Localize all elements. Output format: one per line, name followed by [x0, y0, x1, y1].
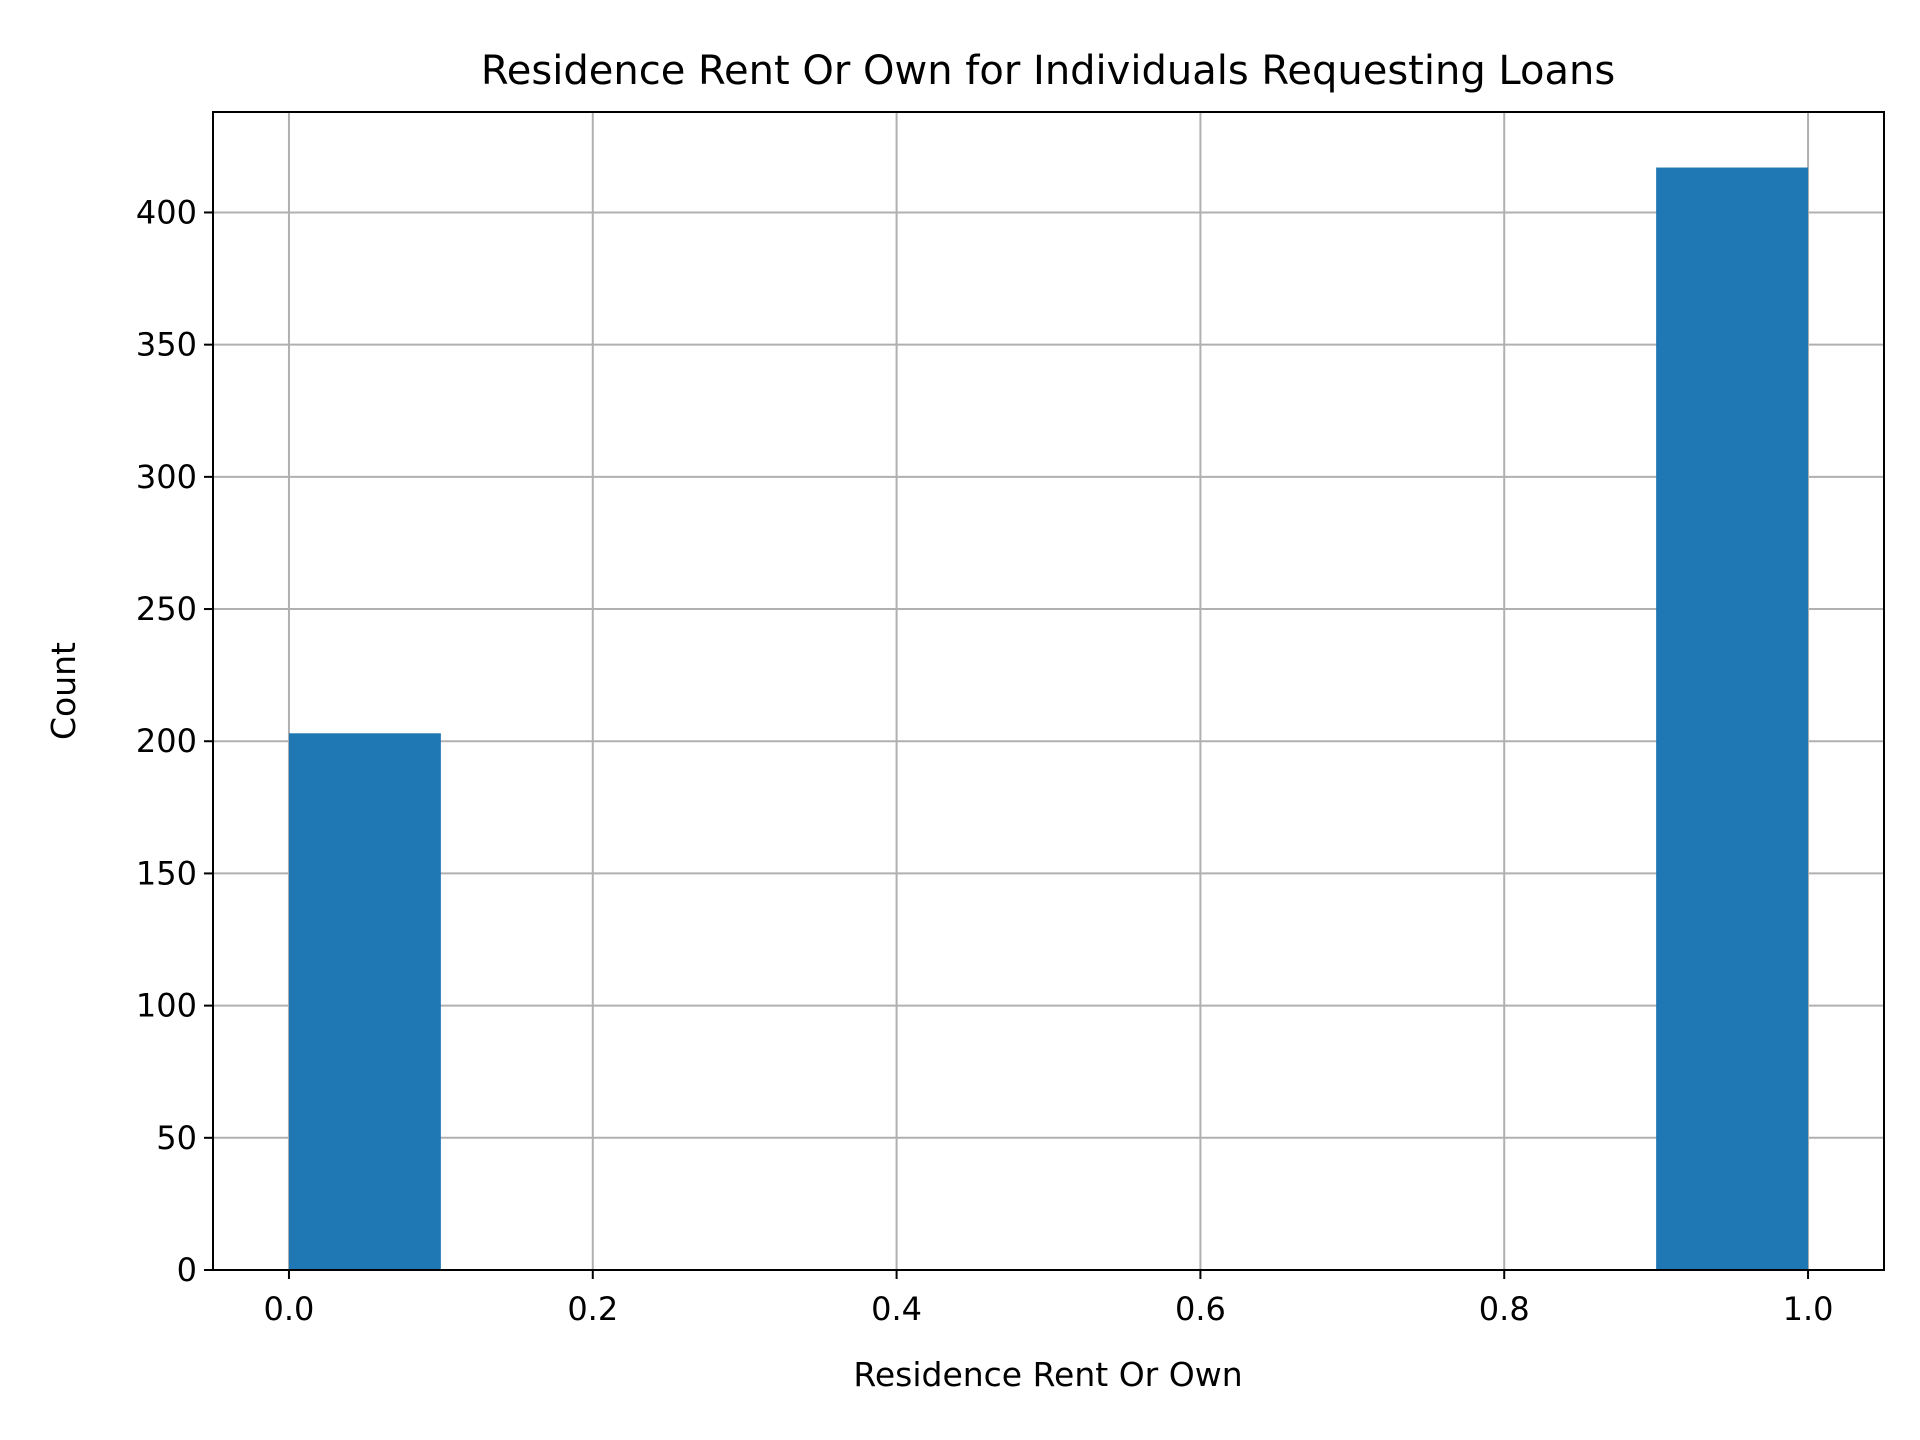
y-tick-label-8: 400: [136, 193, 197, 231]
y-tick-label-3: 150: [136, 854, 197, 892]
histogram-bar-0: [288, 733, 441, 1270]
x-tick-label-3: 0.6: [1175, 1290, 1226, 1328]
x-axis-ticks: 0.0 0.2 0.4 0.6 0.8 1.0: [264, 1270, 1834, 1328]
x-tick-label-5: 1.0: [1783, 1290, 1834, 1328]
y-tick-label-7: 350: [136, 326, 197, 364]
histogram-bars: [288, 167, 1809, 1271]
histogram-bar-9: [1656, 167, 1809, 1271]
chart-title: Residence Rent Or Own for Individuals Re…: [481, 48, 1615, 94]
y-tick-label-4: 200: [136, 722, 197, 760]
plot-frame: [212, 111, 1885, 1271]
y-tick-label-1: 50: [156, 1119, 197, 1157]
grid-lines: [213, 112, 1884, 1271]
x-tick-label-2: 0.4: [871, 1290, 922, 1328]
x-tick-label-0: 0.0: [264, 1290, 315, 1328]
x-tick-label-4: 0.8: [1479, 1290, 1530, 1328]
x-axis-title: Residence Rent Or Own: [853, 1355, 1242, 1394]
y-tick-label-6: 300: [136, 458, 197, 496]
y-tick-label-0: 0: [177, 1251, 197, 1289]
y-axis-title: Count: [44, 642, 83, 740]
y-tick-label-5: 250: [136, 590, 197, 628]
y-tick-label-2: 100: [136, 987, 197, 1025]
x-tick-label-1: 0.2: [567, 1290, 618, 1328]
y-axis-ticks: 0 50 100 150 200 250 300 350 400: [136, 193, 213, 1289]
